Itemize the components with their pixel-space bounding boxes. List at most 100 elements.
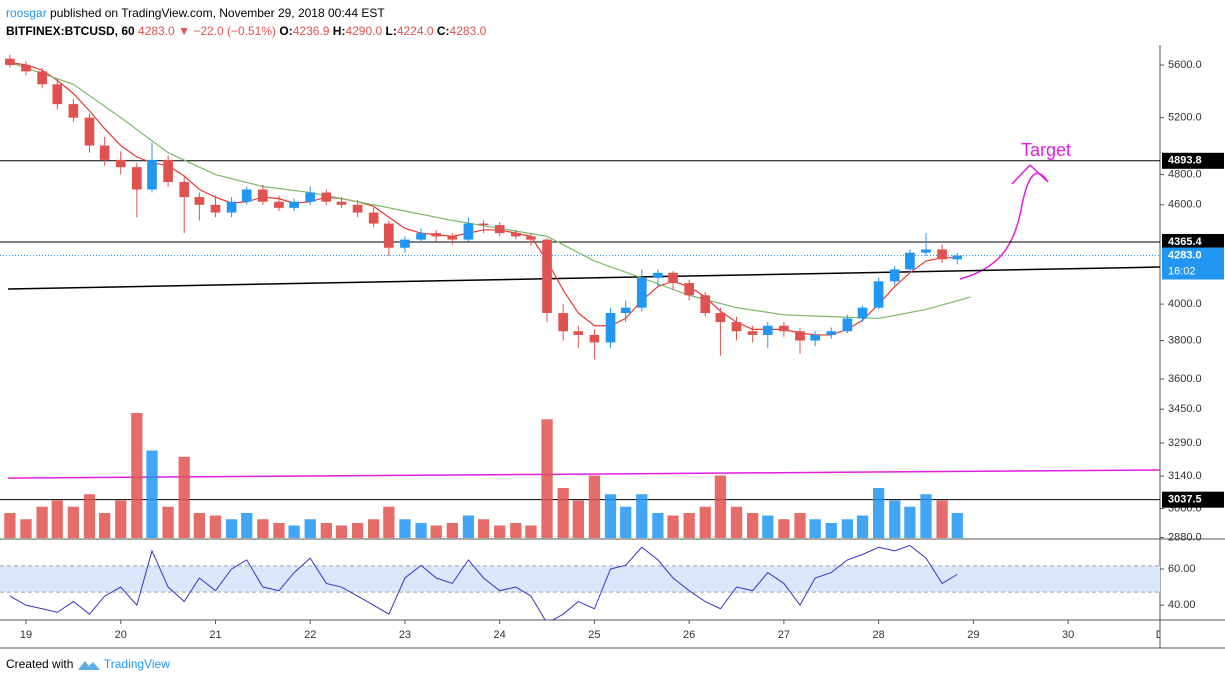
volume-bar	[131, 413, 143, 538]
x-tick-label: 27	[778, 629, 790, 641]
candle-body	[431, 233, 442, 237]
candle-body	[336, 201, 347, 205]
volume-bar	[889, 500, 901, 538]
x-tick-label: 22	[304, 629, 316, 641]
candle-body	[700, 295, 711, 314]
candle-body	[510, 233, 521, 237]
x-tick-label: 23	[399, 629, 411, 641]
candle-body	[715, 313, 726, 323]
y-tick-label: 3600.0	[1168, 373, 1202, 385]
trendline	[7, 469, 1160, 479]
volume-bar	[920, 494, 932, 538]
rsi-line	[9, 544, 958, 620]
price-label-box	[1162, 152, 1224, 169]
candle-body	[368, 212, 379, 224]
candle-body	[478, 223, 489, 226]
candle-body	[115, 159, 126, 168]
x-tick-label: 19	[20, 629, 32, 641]
annotation: Target	[1021, 140, 1071, 160]
price-label-box	[1162, 491, 1224, 508]
volume-bar	[652, 513, 664, 538]
ohlc-value: 4283.0	[449, 24, 487, 38]
candle-body	[5, 58, 15, 66]
volume-bar	[399, 519, 411, 538]
header: roosgar published on TradingView.com, No…	[6, 4, 486, 40]
volume-bar	[778, 519, 790, 538]
volume-bar	[904, 506, 916, 538]
target-arrow-head	[1011, 163, 1049, 185]
volume-bar	[620, 506, 632, 538]
volume-bar	[541, 419, 553, 538]
volume-bar	[730, 506, 743, 538]
ohlc: O:4236.9 H:4290.0 L:4224.0 C:4283.0	[279, 24, 486, 38]
price-label: 4893.8	[1168, 155, 1202, 167]
price-label: 4283.0	[1168, 249, 1202, 261]
target-arrow	[959, 172, 1049, 280]
candle-body	[68, 104, 79, 118]
candle-body	[147, 159, 157, 190]
plot	[0, 54, 1160, 620]
y-tick-label: 4000.0	[1168, 298, 1202, 310]
x-tick-label: 21	[209, 629, 221, 641]
candle-body	[463, 223, 474, 240]
x-tick-label: 30	[1062, 629, 1074, 641]
footer: Created with TradingView	[6, 657, 170, 672]
y-tick-label: 3290.0	[1168, 437, 1202, 449]
volume-bar	[572, 500, 584, 538]
volume-bar	[209, 515, 222, 538]
volume-bar	[510, 523, 522, 538]
candle-body	[905, 252, 915, 270]
volume-bar	[273, 523, 285, 538]
publish-line: roosgar published on TradingView.com, No…	[6, 4, 486, 22]
volume-bar	[335, 525, 348, 538]
volume-bar	[178, 456, 190, 538]
volume-bar	[4, 513, 16, 538]
candle-body	[558, 313, 568, 332]
y-tick-label: 3140.0	[1168, 470, 1202, 482]
candle-body	[179, 181, 190, 198]
y-tick-label: 4600.0	[1168, 199, 1202, 211]
candle-body	[258, 189, 268, 202]
volume-bar	[383, 506, 395, 538]
candle-body	[416, 233, 426, 240]
price-label: 4365.4	[1168, 236, 1203, 248]
candle-body	[873, 281, 884, 308]
x-tick-label: De	[1156, 629, 1170, 641]
candle-body	[795, 331, 805, 341]
candle-body	[573, 331, 584, 335]
ohlc-key: L:	[385, 24, 397, 38]
candle-body	[37, 71, 47, 85]
volume-bar	[446, 523, 458, 538]
candle-body	[210, 204, 221, 213]
y-tick-label: 40.00	[1168, 599, 1196, 611]
candle-body	[84, 117, 95, 146]
volume-bar	[462, 515, 475, 538]
volume-bar	[494, 525, 506, 538]
ohlc-value: 4290.0	[345, 24, 383, 38]
candle-body	[289, 201, 299, 208]
volume-bar	[288, 525, 300, 538]
candle-body	[889, 269, 900, 282]
volume-bar	[225, 519, 238, 538]
author[interactable]: roosgar	[6, 6, 47, 20]
price-label: 3037.5	[1168, 494, 1202, 506]
countdown: 16:02	[1168, 265, 1196, 277]
y-tick-label: 2880.0	[1168, 531, 1202, 543]
x-axis: 19 20 21 22 23 24 25 26 27 28 29 30 De	[20, 620, 1170, 641]
x-tick-label: 25	[588, 629, 600, 641]
candle-body	[400, 239, 410, 248]
candle-body	[826, 331, 837, 335]
candle-body	[384, 223, 394, 248]
volume-bar	[636, 494, 648, 538]
volume-bar	[841, 519, 854, 538]
volume-bar	[67, 506, 80, 538]
volume-bar	[856, 515, 869, 538]
axes: 2880.0 3000.0 3140.0 3290.0 3450.0 3600.0 3800…	[1160, 59, 1224, 611]
candle-body	[842, 318, 853, 332]
y-tick-label: 5600.0	[1168, 59, 1202, 71]
y-tick-label: 3000.0	[1168, 502, 1202, 514]
candle-body	[52, 84, 63, 105]
volume-bar	[557, 488, 569, 538]
brand[interactable]: TradingView	[103, 657, 170, 671]
